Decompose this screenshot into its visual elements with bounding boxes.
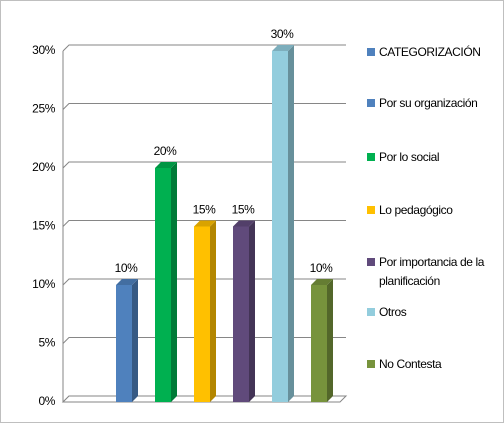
bar-top xyxy=(155,162,177,168)
legend-entry: Por importancia de la planificación xyxy=(367,253,503,291)
legend-label: Por importancia de la planificación xyxy=(379,255,484,288)
legend-swatch xyxy=(367,206,375,214)
y-tick-label: 10% xyxy=(32,277,56,291)
legend-entry: Por su organización xyxy=(367,94,503,113)
data-label: 10% xyxy=(310,261,334,275)
data-label: 30% xyxy=(271,27,295,41)
bar-side xyxy=(288,45,294,402)
bar xyxy=(155,168,171,402)
bar-side xyxy=(132,279,138,402)
legend-label: Por su organización xyxy=(379,96,478,110)
bar-side xyxy=(171,162,177,402)
bar-top xyxy=(233,220,255,227)
data-label: 10% xyxy=(115,261,139,275)
bar xyxy=(233,226,249,402)
bar-side xyxy=(327,279,333,402)
legend-label: Por lo social xyxy=(379,150,440,164)
legend-entry: Lo pedagógico xyxy=(367,201,503,220)
grid-line xyxy=(62,103,346,110)
legend-swatch xyxy=(367,48,375,56)
legend-swatch xyxy=(367,153,375,161)
data-label: 15% xyxy=(232,203,256,217)
bar-side xyxy=(249,220,255,402)
y-tick-label: 0% xyxy=(38,394,55,408)
bar-top xyxy=(116,279,138,285)
grid-line xyxy=(62,161,346,169)
bar xyxy=(311,285,327,402)
data-label: 20% xyxy=(154,144,178,158)
legend-swatch xyxy=(367,360,375,368)
data-label: 15% xyxy=(193,203,217,217)
bar xyxy=(194,226,210,402)
y-tick-label: 20% xyxy=(32,160,56,174)
y-tick-label: 5% xyxy=(38,336,55,350)
bar xyxy=(272,51,288,402)
legend-swatch xyxy=(367,99,375,107)
bar-side xyxy=(210,220,216,402)
y-tick-label: 30% xyxy=(32,43,56,57)
bar-top xyxy=(194,220,216,227)
legend-label: Lo pedagógico xyxy=(379,203,453,217)
legend-swatch xyxy=(367,308,375,316)
y-tick-label: 25% xyxy=(32,102,56,116)
legend-label: CATEGORIZACIÓN xyxy=(379,45,481,59)
legend-entry: Otros xyxy=(367,303,503,322)
legend-entry: No Contesta xyxy=(367,355,503,374)
bar xyxy=(116,285,132,402)
bar-top xyxy=(272,45,294,51)
bar-top xyxy=(311,279,333,285)
y-tick-label: 15% xyxy=(32,219,56,233)
legend-label: No Contesta xyxy=(379,357,442,371)
legend-swatch xyxy=(367,258,375,266)
legend-entry: Por lo social xyxy=(367,148,503,167)
legend-entry: CATEGORIZACIÓN xyxy=(367,43,503,62)
legend-label: Otros xyxy=(379,305,407,319)
grid-line xyxy=(62,44,346,52)
